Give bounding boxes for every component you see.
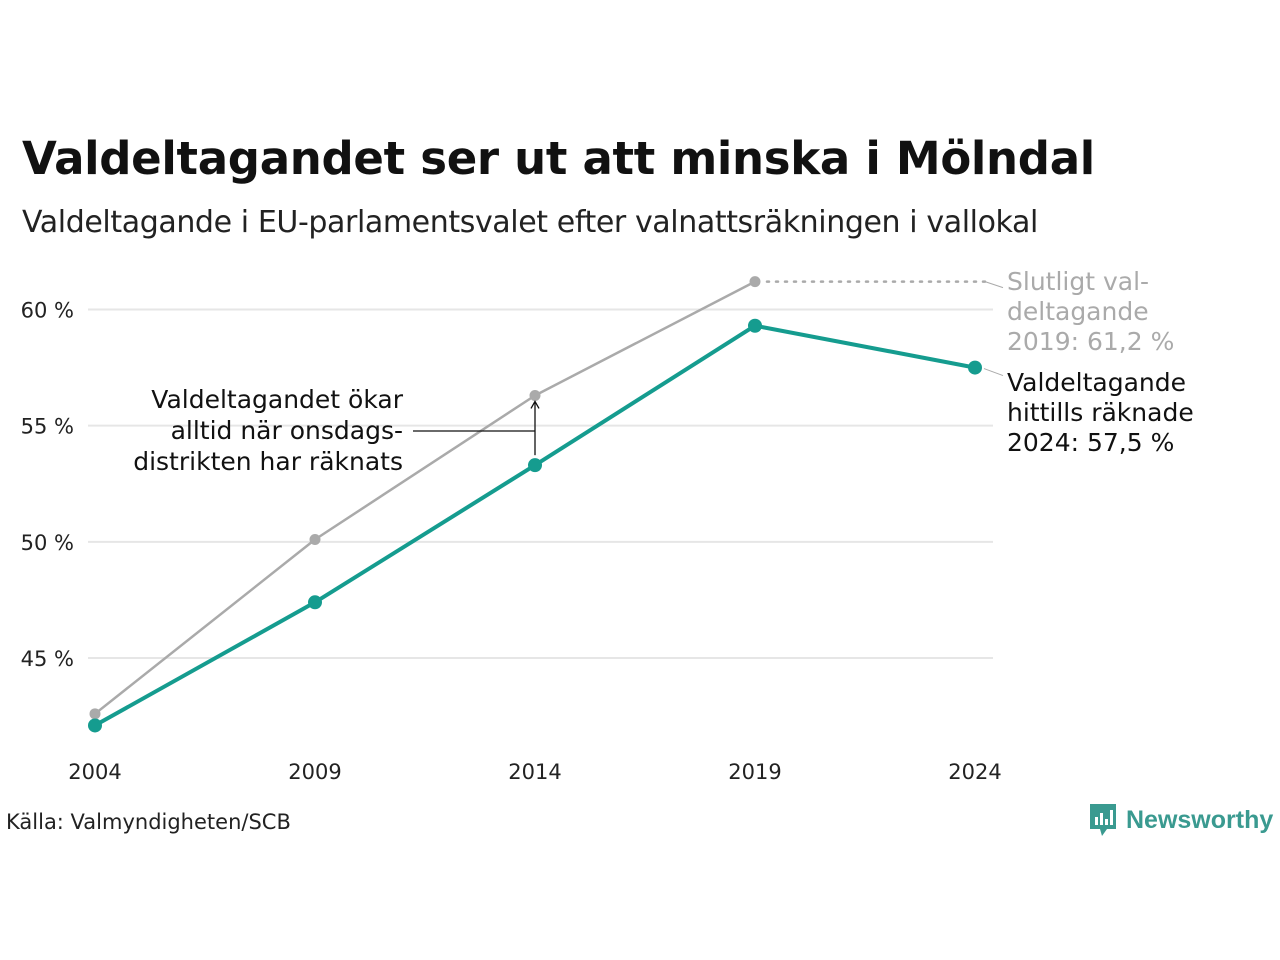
x-tick-label: 2014 [508, 760, 561, 784]
chart-title: Valdeltagandet ser ut att minska i Mölnd… [22, 132, 1095, 185]
final-annotation-line: 2019: 61,2 % [1007, 327, 1174, 356]
final-leader-tick [984, 281, 1004, 289]
y-tick-label: 55 % [21, 415, 74, 439]
data-point-election_night [308, 595, 322, 610]
data-point-final [309, 534, 321, 546]
x-tick-label: 2019 [728, 760, 781, 784]
brand-name: Newsworthy [1126, 805, 1274, 834]
current-annotation-line: 2024: 57,5 % [1007, 428, 1174, 457]
data-point-final [89, 708, 101, 720]
final-annotation-line: Slutligt val- [1007, 267, 1149, 296]
data-point-election_night [528, 458, 542, 473]
increase-note-line: alltid när onsdags- [171, 416, 403, 445]
series-line-final [94, 280, 756, 715]
brand-logo: Newsworthy [1088, 802, 1273, 838]
bar-chart-speech-bubble-icon [1090, 804, 1116, 836]
x-tick-label: 2004 [68, 760, 121, 784]
data-point-election_night [88, 718, 102, 733]
data-point-final [529, 389, 541, 401]
y-tick-label: 50 % [21, 531, 74, 555]
increase-arrow-head [530, 400, 540, 409]
y-tick-label: 60 % [21, 298, 74, 322]
data-point-election_night [748, 318, 762, 333]
data-point-final [749, 276, 761, 288]
final-annotation-line: deltagande [1007, 297, 1149, 326]
x-tick-label: 2024 [948, 760, 1001, 784]
current-annotation-line: hittills räknade [1007, 398, 1194, 427]
chart-subtitle: Valdeltagande i EU-parlamentsvalet efter… [22, 205, 1038, 240]
y-tick-label: 45 % [21, 647, 74, 671]
current-annotation-line: Valdeltagande [1007, 368, 1186, 397]
current-leader-line [983, 368, 1004, 377]
data-point-election_night [968, 360, 982, 375]
increase-note-line: distrikten har räknats [133, 447, 403, 476]
increase-note-line: Valdeltagandet ökar [151, 385, 403, 414]
source-note: Källa: Valmyndigheten/SCB [6, 810, 291, 834]
x-tick-label: 2009 [288, 760, 341, 784]
